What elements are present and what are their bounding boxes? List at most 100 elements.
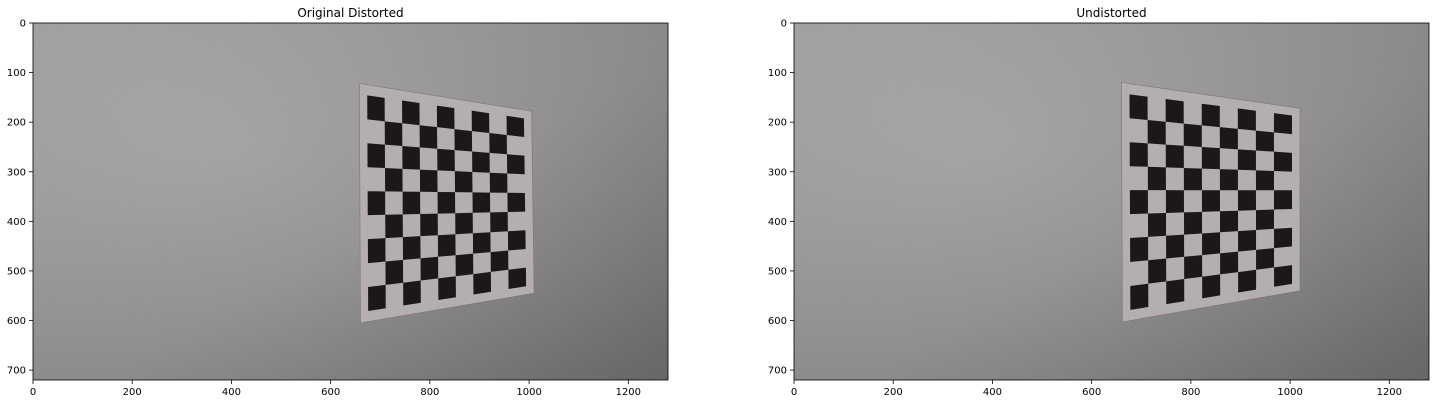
checker-square xyxy=(437,148,455,172)
checker-square xyxy=(455,212,473,235)
checker-square xyxy=(402,100,420,126)
checker-square xyxy=(402,146,420,170)
checker-square xyxy=(367,143,386,169)
checker-square xyxy=(1165,99,1184,124)
checkerboard-pattern xyxy=(1121,82,1301,323)
y-tick-label: 300 xyxy=(768,167,787,178)
checker-square xyxy=(1273,113,1292,135)
y-tick-label: 100 xyxy=(768,68,787,79)
checker-square xyxy=(490,250,509,272)
axes: 0 200 400 600 800 1000 1200 0 100 200 300 400 500 600… xyxy=(768,19,1430,398)
image-undistorted xyxy=(794,23,1429,380)
panel-title: Undistorted xyxy=(1076,6,1146,20)
checker-square xyxy=(385,168,403,192)
y-tick-label: 200 xyxy=(7,118,26,129)
y-tick-label: 500 xyxy=(7,266,26,277)
checker-square xyxy=(489,172,508,193)
checker-square xyxy=(420,213,438,237)
x-tick-label: 1200 xyxy=(616,387,641,398)
checker-square xyxy=(367,238,386,264)
y-tick-label: 400 xyxy=(768,217,787,228)
checker-square xyxy=(1147,212,1167,237)
y-tick-label: 700 xyxy=(768,366,787,377)
checker-square xyxy=(1201,190,1220,212)
checker-square xyxy=(1130,283,1149,310)
axes-frame xyxy=(32,22,669,381)
panel-original-distorted: Original Distorted 0 200 400 600 800 1000 1200… xyxy=(7,6,669,398)
checker-square xyxy=(455,253,474,277)
checker-square xyxy=(1219,127,1238,150)
axes-frame xyxy=(793,22,1430,381)
x-tick-label: 600 xyxy=(1082,387,1101,398)
checker-square xyxy=(506,115,525,137)
y-tick-label: 200 xyxy=(768,118,787,129)
x-tick-label: 1000 xyxy=(516,387,541,398)
checker-square xyxy=(419,125,438,149)
checker-square xyxy=(507,230,526,251)
checker-square xyxy=(384,121,403,147)
checker-square xyxy=(402,191,421,215)
y-tick-label: 300 xyxy=(7,167,26,178)
checker-square xyxy=(437,191,456,214)
panel-undistorted: Undistorted 0 200 400 600 800 1000 1200 0 100 200… xyxy=(768,6,1430,398)
checker-square xyxy=(1255,130,1274,152)
x-tick-label: 400 xyxy=(983,387,1002,398)
checker-square xyxy=(1183,123,1202,147)
checker-square xyxy=(1148,258,1167,284)
checker-square xyxy=(1166,234,1185,259)
checker-square xyxy=(1166,279,1185,305)
y-tick-label: 0 xyxy=(20,19,26,30)
y-tick-label: 500 xyxy=(768,266,787,277)
checker-square xyxy=(1201,146,1220,170)
wall-texture xyxy=(33,23,668,380)
checker-square xyxy=(402,236,421,260)
checker-square xyxy=(1220,251,1239,275)
checker-square xyxy=(1129,94,1148,121)
checker-square xyxy=(1147,120,1166,145)
checker-square xyxy=(403,280,421,306)
checker-square xyxy=(472,151,490,173)
checker-square xyxy=(385,259,404,285)
checker-square xyxy=(419,169,438,192)
checker-square xyxy=(367,191,386,216)
x-tick-label: 1000 xyxy=(1277,387,1302,398)
x-tick-label: 600 xyxy=(321,387,340,398)
x-tick-label: 800 xyxy=(1181,387,1200,398)
checker-square xyxy=(1237,108,1256,131)
checker-square xyxy=(1183,167,1202,191)
checker-square xyxy=(1255,170,1274,191)
checker-square xyxy=(1274,227,1293,249)
x-tick-label: 1200 xyxy=(1377,387,1402,398)
checker-square xyxy=(438,276,456,300)
checker-square xyxy=(1165,190,1184,213)
checker-square xyxy=(1274,265,1293,287)
checker-square xyxy=(1183,211,1203,235)
checker-square xyxy=(1130,236,1149,263)
checker-square xyxy=(1256,248,1275,270)
image-original-distorted xyxy=(33,23,668,380)
checker-square xyxy=(472,232,491,254)
y-tick-label: 100 xyxy=(7,68,26,79)
checkerboard-pattern xyxy=(359,83,535,324)
checker-square xyxy=(1184,255,1203,280)
checker-square xyxy=(506,154,525,175)
checker-square xyxy=(367,95,385,122)
checker-square xyxy=(1237,149,1256,171)
x-tick-label: 200 xyxy=(884,387,903,398)
checker-square xyxy=(472,192,491,213)
checker-square xyxy=(1147,166,1166,191)
checker-square xyxy=(420,256,439,281)
x-tick-label: 0 xyxy=(30,387,36,398)
panel-title: Original Distorted xyxy=(297,6,403,20)
checker-square xyxy=(1129,142,1148,167)
checker-square xyxy=(368,284,386,311)
y-tick-label: 600 xyxy=(7,316,26,327)
checker-square xyxy=(1219,210,1239,233)
checker-square xyxy=(437,234,456,257)
x-tick-label: 800 xyxy=(420,387,439,398)
checker-square xyxy=(1202,274,1221,299)
y-tick-label: 700 xyxy=(7,366,26,377)
y-tick-label: 0 xyxy=(781,19,787,30)
checker-square xyxy=(436,105,455,130)
